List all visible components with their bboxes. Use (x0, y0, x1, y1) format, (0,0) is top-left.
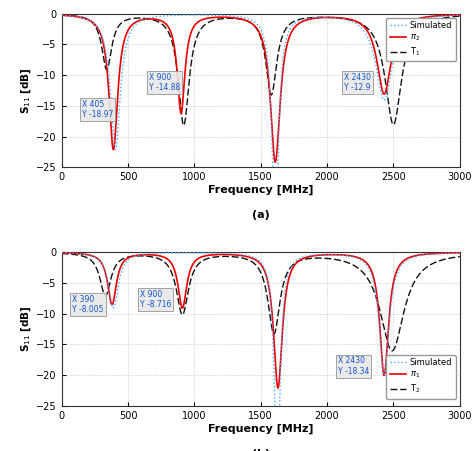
X-axis label: Frequency [MHz]: Frequency [MHz] (208, 423, 313, 434)
Text: X 900
Y -14.88: X 900 Y -14.88 (149, 73, 181, 92)
X-axis label: Frequency [MHz]: Frequency [MHz] (208, 185, 313, 195)
Text: X 390
Y -8.005: X 390 Y -8.005 (72, 295, 104, 314)
Text: (a): (a) (252, 211, 270, 221)
Text: X 900
Y -8.716: X 900 Y -8.716 (140, 290, 171, 309)
Text: X 2430
Y -12.9: X 2430 Y -12.9 (344, 73, 371, 92)
Legend: Simulated, $\pi_2$, T$_1$: Simulated, $\pi_2$, T$_1$ (386, 18, 456, 61)
Y-axis label: S$_{11}$ [dB]: S$_{11}$ [dB] (20, 67, 33, 114)
Text: X 2430
Y -18.34: X 2430 Y -18.34 (337, 356, 369, 376)
Legend: Simulated, $\pi_1$, T$_2$: Simulated, $\pi_1$, T$_2$ (386, 355, 456, 399)
Y-axis label: S$_{11}$ [dB]: S$_{11}$ [dB] (20, 306, 33, 352)
Text: X 405
Y -18.97: X 405 Y -18.97 (82, 100, 114, 119)
Text: (b): (b) (252, 449, 270, 451)
